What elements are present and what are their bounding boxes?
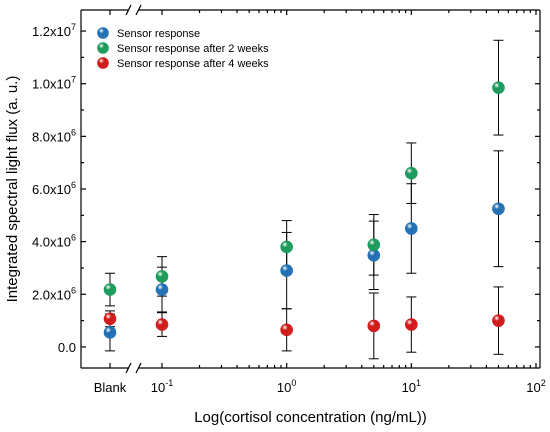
- data-point: [367, 319, 381, 333]
- x-tick-label: 10-1: [151, 378, 173, 395]
- data-point: [492, 202, 505, 216]
- data-point: [155, 318, 169, 331]
- data-point: [405, 222, 418, 235]
- data-point: [405, 166, 418, 180]
- y-tick-label: 6.0x106: [32, 180, 76, 197]
- data-point: [103, 326, 117, 339]
- axis-break-mark: [125, 362, 132, 374]
- y-tick-label: 4.0x106: [32, 233, 76, 250]
- data-point: [280, 323, 293, 337]
- legend-marker: [97, 57, 109, 69]
- data-point: [155, 283, 169, 296]
- legend: Sensor response Sensor response after 2 w…: [97, 27, 269, 70]
- data-point: [155, 270, 169, 283]
- y-tick-label: 1.2x107: [32, 22, 76, 39]
- data-point: [103, 283, 117, 296]
- data-point: [492, 314, 505, 327]
- data-point: [103, 312, 117, 326]
- x-axis-title: Log(cortisol concentration (ng/mL)): [194, 409, 427, 426]
- data-point: [367, 249, 381, 262]
- data-point: [492, 81, 505, 94]
- y-tick-label: 2.0x106: [32, 285, 76, 302]
- axis-break-mark: [135, 4, 142, 16]
- y-tick-label: 0.0: [58, 340, 76, 355]
- x-tick-label: Blank: [94, 380, 127, 395]
- data-point: [280, 264, 293, 277]
- legend-label: Sensor response after 2 weeks: [117, 43, 269, 55]
- error-bars: [105, 39, 504, 360]
- legend-marker: [97, 27, 109, 39]
- axes: 0.0 2.0x106 4.0x106 6.0x106 8.0x106 1.0x107 1.…: [32, 4, 546, 395]
- y-tick-label: 8.0x106: [32, 127, 76, 144]
- x-tick-label: 102: [526, 378, 545, 395]
- axis-break-mark: [125, 4, 132, 16]
- y-axis-title: Integrated spectral light flux (a. u.): [4, 76, 21, 303]
- data-point: [280, 240, 293, 254]
- legend-marker: [97, 42, 109, 54]
- axis-break-mark: [135, 362, 142, 374]
- data-point: [405, 318, 418, 331]
- legend-label: Sensor response: [117, 28, 200, 40]
- x-tick-label: 100: [277, 378, 296, 395]
- x-tick-label: 101: [402, 378, 421, 395]
- data-point: [367, 238, 381, 252]
- legend-label: Sensor response after 4 weeks: [117, 58, 269, 70]
- data-points: [103, 81, 505, 339]
- y-tick-label: 1.0x107: [32, 75, 76, 92]
